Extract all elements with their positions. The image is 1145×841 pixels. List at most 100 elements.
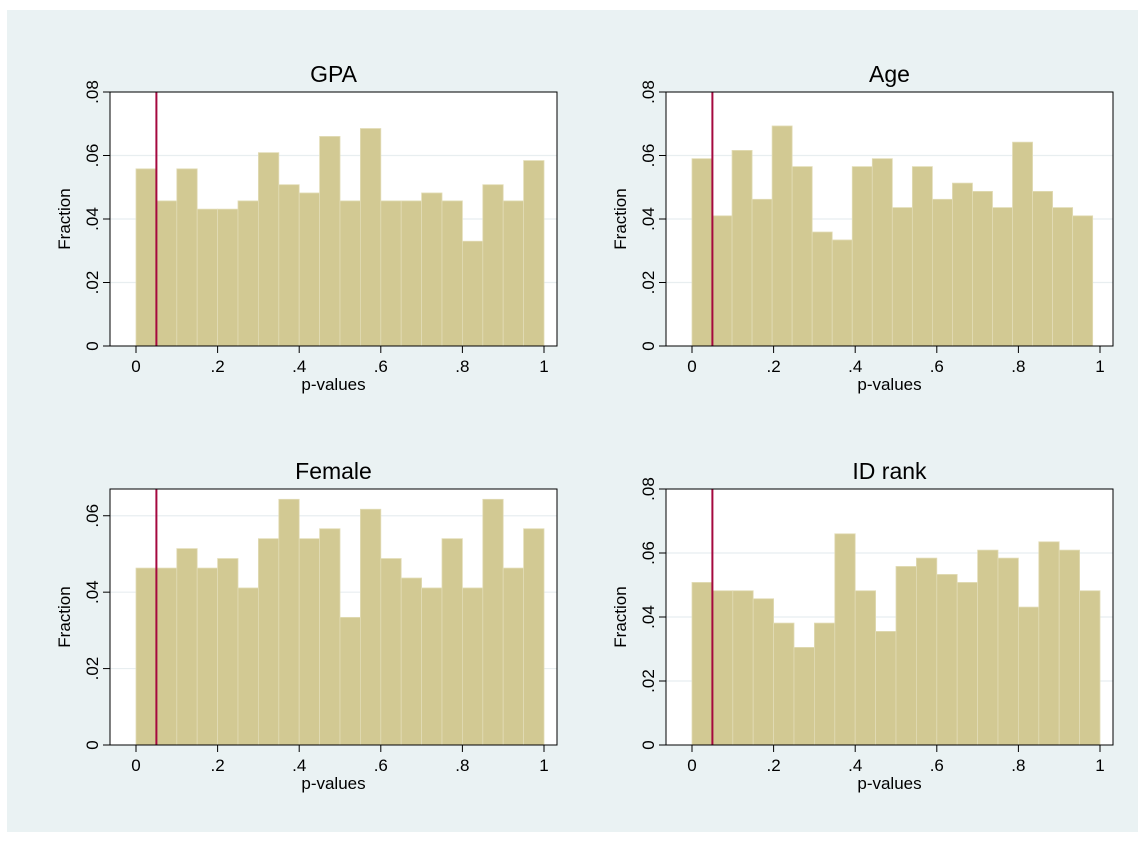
histogram-bar bbox=[814, 622, 836, 746]
y-tick-label: 0 bbox=[639, 341, 658, 350]
x-axis-label: p-values bbox=[301, 375, 365, 394]
histogram-bar bbox=[831, 239, 853, 347]
histogram-bar bbox=[1032, 190, 1053, 347]
histogram-bar bbox=[1052, 207, 1074, 347]
y-tick-label: .08 bbox=[639, 477, 658, 501]
y-tick-label: .04 bbox=[83, 580, 102, 604]
histogram-bar bbox=[936, 574, 958, 746]
histogram-panel-2: 0 .2 .4 .6 .8 1 0 .02 .04 .06 .08 Age p-values Fracti… bbox=[611, 61, 1114, 394]
x-tick-label: 0 bbox=[687, 756, 696, 775]
x-tick-label: .8 bbox=[455, 756, 469, 775]
x-tick-label: .8 bbox=[455, 357, 469, 376]
histogram-bar bbox=[895, 566, 917, 746]
y-tick-label: .04 bbox=[83, 207, 102, 231]
histogram-bar bbox=[237, 587, 259, 746]
histogram-bar bbox=[359, 508, 382, 746]
x-tick-label: 1 bbox=[1095, 357, 1104, 376]
x-tick-label: .2 bbox=[767, 357, 781, 376]
histogram-bar bbox=[441, 538, 463, 746]
histogram-bar bbox=[834, 533, 856, 746]
x-tick-label: 1 bbox=[539, 357, 548, 376]
histogram-bar bbox=[135, 168, 157, 347]
plot-frame bbox=[109, 488, 558, 746]
y-tick-label: .02 bbox=[639, 271, 658, 295]
histogram-bar bbox=[1072, 215, 1094, 347]
histogram-bar bbox=[791, 166, 813, 347]
histogram-bar bbox=[712, 590, 734, 746]
histogram-bar bbox=[482, 498, 504, 746]
y-axis-label: Fraction bbox=[55, 188, 74, 249]
histogram-bar bbox=[1038, 541, 1060, 746]
histogram-bar bbox=[972, 190, 993, 347]
histogram-bar bbox=[298, 192, 321, 347]
histogram-bar bbox=[461, 240, 484, 347]
histogram-bar bbox=[380, 200, 402, 347]
histogram-bar bbox=[359, 128, 382, 347]
histogram-bar bbox=[992, 207, 1013, 347]
x-tick-label: .4 bbox=[848, 357, 862, 376]
histogram-bar bbox=[196, 567, 218, 746]
x-tick-label: .6 bbox=[930, 357, 944, 376]
histogram-bar bbox=[711, 215, 733, 347]
histogram-bar bbox=[217, 208, 239, 347]
panel-title: Female bbox=[295, 458, 372, 484]
histogram-bar bbox=[732, 590, 754, 746]
histogram-bar bbox=[931, 198, 953, 347]
y-tick-label: .08 bbox=[639, 80, 658, 104]
y-tick-label: .02 bbox=[83, 271, 102, 295]
histogram-bar bbox=[441, 200, 463, 347]
y-tick-label: .06 bbox=[639, 144, 658, 168]
histogram-bar bbox=[1018, 606, 1040, 746]
x-tick-label: .2 bbox=[767, 756, 781, 775]
histogram-bar bbox=[380, 558, 402, 746]
y-tick-label: .06 bbox=[639, 541, 658, 565]
x-tick-label: 1 bbox=[539, 756, 548, 775]
histogram-bar bbox=[956, 582, 979, 746]
histogram-bar bbox=[891, 207, 913, 347]
x-tick-label: .6 bbox=[374, 756, 388, 775]
histogram-bar bbox=[1058, 549, 1080, 746]
histogram-bar bbox=[523, 528, 545, 746]
y-tick-label: 0 bbox=[83, 341, 102, 350]
histogram-bar bbox=[278, 498, 300, 746]
y-tick-label: .02 bbox=[639, 669, 658, 693]
histogram-bar bbox=[691, 158, 713, 347]
y-tick-label: 0 bbox=[83, 740, 102, 749]
histogram-bar bbox=[257, 152, 280, 347]
y-tick-label: .08 bbox=[83, 80, 102, 104]
histogram-bar bbox=[731, 150, 753, 347]
histogram-grid: 0 .2 .4 .6 .8 1 0 .02 .04 .06 .08 GPA p-values Fracti… bbox=[55, 61, 1114, 793]
histogram-bar bbox=[811, 231, 833, 347]
histogram-bar bbox=[400, 577, 423, 746]
histogram-bar bbox=[319, 136, 341, 347]
histogram-panel-3: 0 .2 .4 .6 .8 1 0 .02 .04 .06 Female p-values Fracti… bbox=[55, 458, 558, 793]
histogram-bar bbox=[339, 616, 361, 746]
histogram-bar bbox=[217, 558, 239, 746]
y-tick-label: .06 bbox=[83, 144, 102, 168]
histogram-bar bbox=[176, 548, 198, 746]
histogram-bar bbox=[257, 538, 280, 746]
histogram-bar bbox=[997, 557, 1019, 746]
x-tick-label: .8 bbox=[1011, 357, 1025, 376]
histogram-bar bbox=[752, 598, 775, 746]
histogram-bar bbox=[135, 567, 157, 746]
histogram-bar bbox=[911, 166, 933, 347]
histogram-bar bbox=[502, 567, 525, 746]
x-tick-label: 0 bbox=[687, 357, 696, 376]
histogram-bar bbox=[155, 200, 178, 347]
y-tick-label: .02 bbox=[83, 657, 102, 681]
graph-region: 0 .2 .4 .6 .8 1 0 .02 .04 .06 .08 GPA p-values Fracti… bbox=[7, 10, 1138, 832]
panel-title: Age bbox=[869, 61, 910, 87]
histogram-bar bbox=[751, 198, 773, 347]
histogram-bar bbox=[875, 631, 897, 746]
x-tick-label: 1 bbox=[1095, 756, 1104, 775]
x-axis-label: p-values bbox=[857, 375, 921, 394]
histogram-bar bbox=[523, 160, 545, 347]
x-axis-label: p-values bbox=[301, 774, 365, 793]
x-tick-label: .6 bbox=[930, 756, 944, 775]
histogram-bar bbox=[1012, 141, 1033, 347]
x-tick-label: .4 bbox=[292, 357, 306, 376]
y-axis-label: Fraction bbox=[55, 586, 74, 647]
histogram-bar bbox=[298, 538, 321, 746]
histogram-bar bbox=[461, 587, 484, 746]
